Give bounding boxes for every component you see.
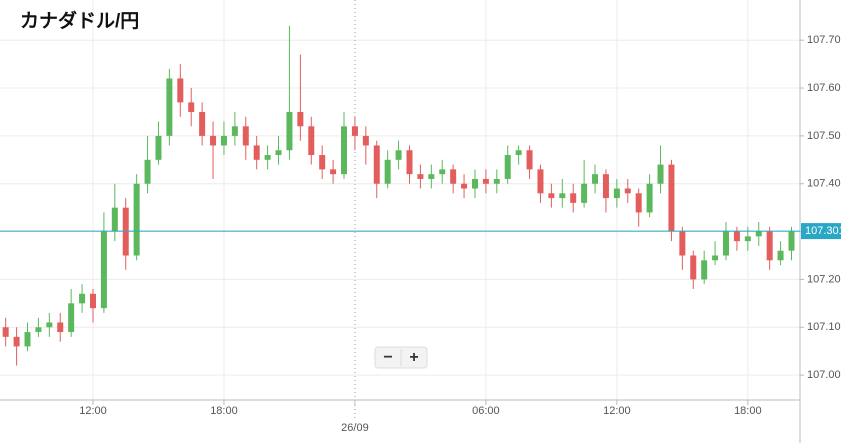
grid bbox=[0, 0, 800, 400]
candle-body bbox=[341, 126, 348, 175]
candle-body bbox=[155, 135, 162, 160]
candle-body bbox=[559, 193, 566, 199]
candle-body bbox=[613, 188, 620, 199]
candle-body bbox=[461, 183, 468, 189]
candle-body bbox=[417, 174, 424, 179]
candle-body bbox=[395, 150, 402, 160]
x-tick-label: 12:00 bbox=[79, 405, 107, 417]
current-price-label: 107.301 bbox=[805, 225, 841, 237]
y-tick-label: 107.100 bbox=[807, 321, 841, 333]
candle-body bbox=[548, 193, 555, 199]
candle-body bbox=[319, 155, 326, 170]
candle-body bbox=[482, 178, 489, 184]
y-tick-label: 107.000 bbox=[807, 369, 841, 381]
candle-body bbox=[231, 126, 238, 136]
candle-body bbox=[79, 293, 86, 304]
candle-body bbox=[100, 231, 107, 309]
candle-body bbox=[493, 178, 500, 184]
candle-body bbox=[657, 164, 664, 184]
candle-body bbox=[57, 322, 64, 333]
candle-body bbox=[199, 111, 206, 136]
candle-body bbox=[504, 155, 511, 179]
candle-body bbox=[690, 255, 697, 280]
candle-body bbox=[89, 293, 96, 309]
candle-body bbox=[13, 336, 20, 347]
candle-body bbox=[297, 111, 304, 127]
x-tick-label: 18:00 bbox=[210, 405, 238, 417]
candle-body bbox=[330, 169, 337, 175]
candle-body bbox=[570, 193, 577, 203]
candle-body bbox=[668, 164, 675, 232]
candle-body bbox=[351, 126, 358, 136]
candle-body bbox=[362, 135, 369, 146]
candle-body bbox=[220, 135, 227, 146]
candle-body bbox=[406, 150, 413, 175]
candle-body bbox=[581, 183, 588, 203]
y-tick-label: 107.600 bbox=[807, 82, 841, 94]
y-tick-label: 107.700 bbox=[807, 34, 841, 46]
candle-body bbox=[733, 231, 740, 242]
candle-body bbox=[679, 231, 686, 256]
candle-body bbox=[373, 145, 380, 184]
candle-body bbox=[537, 169, 544, 194]
candle-body bbox=[777, 250, 784, 261]
candle-body bbox=[384, 159, 391, 184]
candle-body bbox=[210, 135, 217, 146]
y-tick-label: 107.500 bbox=[807, 130, 841, 142]
candle-body bbox=[723, 231, 730, 256]
candle-body bbox=[788, 231, 795, 251]
candles bbox=[2, 25, 795, 366]
y-tick-label: 107.400 bbox=[807, 178, 841, 190]
candle-body bbox=[766, 231, 773, 261]
chart-title: カナダドル/円 bbox=[20, 9, 139, 32]
candle-body bbox=[133, 183, 140, 256]
candle-body bbox=[24, 332, 31, 347]
candle-body bbox=[2, 327, 9, 337]
candle-body bbox=[242, 126, 249, 146]
candle-body bbox=[515, 150, 522, 156]
candle-body bbox=[166, 78, 173, 136]
candle-body bbox=[646, 183, 653, 213]
candle-body bbox=[450, 169, 457, 184]
candle-body bbox=[35, 327, 42, 333]
candle-body bbox=[144, 159, 151, 184]
candle-body bbox=[635, 193, 642, 213]
y-tick-label: 107.200 bbox=[807, 273, 841, 285]
zoom-out[interactable]: − bbox=[383, 349, 392, 366]
candle-body bbox=[188, 102, 195, 112]
candle-body bbox=[253, 145, 260, 160]
zoom-controls: − + bbox=[374, 346, 428, 369]
zoom-in[interactable]: + bbox=[409, 349, 418, 366]
candle-body bbox=[264, 155, 271, 160]
x-tick-label: 18:00 bbox=[734, 405, 762, 417]
x-tick-label: 26/09 bbox=[341, 422, 369, 434]
x-tick-label: 06:00 bbox=[472, 405, 500, 417]
candle-body bbox=[526, 150, 533, 170]
candle-body bbox=[744, 236, 751, 242]
candle-body bbox=[755, 231, 762, 237]
current-price-box bbox=[801, 223, 841, 240]
candle-body bbox=[46, 322, 53, 328]
candle-body bbox=[592, 174, 599, 184]
x-tick-label: 12:00 bbox=[603, 405, 631, 417]
candle-body bbox=[286, 111, 293, 151]
candle-body bbox=[602, 174, 609, 199]
candle-body bbox=[308, 126, 315, 156]
candle-body bbox=[275, 150, 282, 156]
candle-body bbox=[439, 169, 446, 175]
candle-body bbox=[624, 188, 631, 194]
candle-body bbox=[712, 255, 719, 261]
candle-body bbox=[471, 178, 478, 189]
candle-body bbox=[428, 174, 435, 179]
candle-body bbox=[68, 303, 75, 333]
candle-body bbox=[177, 78, 184, 103]
candle-body bbox=[701, 260, 708, 280]
candle-body bbox=[111, 207, 118, 232]
